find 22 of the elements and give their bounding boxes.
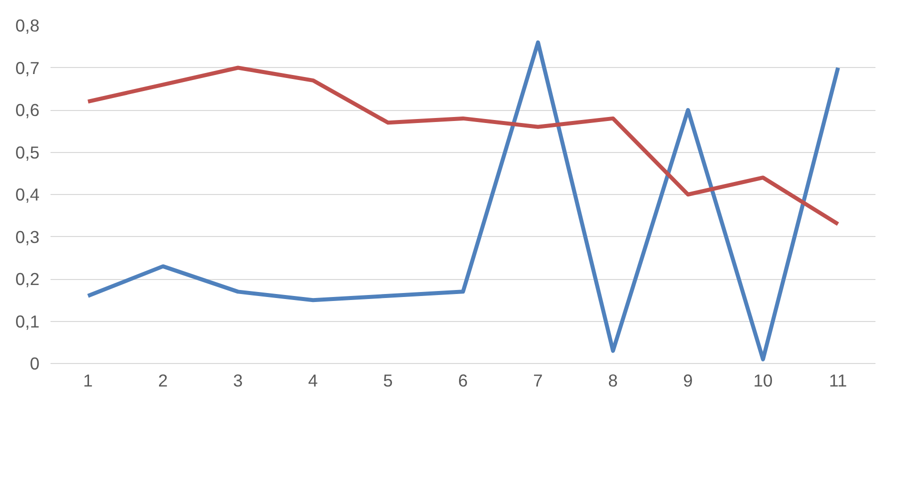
x-tick-label: 10 (753, 370, 773, 390)
y-tick-label: 0,3 (15, 226, 40, 247)
x-tick-label: 4 (308, 370, 318, 390)
x-tick-label: 3 (233, 370, 243, 390)
y-tick-label: 0,4 (15, 184, 40, 204)
x-tick-label: 9 (683, 370, 693, 390)
x-tick-label: 8 (608, 370, 618, 390)
y-tick-label: 0 (30, 354, 40, 374)
y-tick-label: 0,8 (15, 16, 40, 36)
x-tick-label: 5 (383, 370, 393, 390)
y-tick-label: 0,2 (15, 269, 40, 289)
line-series (86, 40, 840, 362)
y-tick-label: 0,6 (15, 100, 40, 120)
y-tick-label: 0,7 (15, 58, 40, 78)
y-tick-label: 0,1 (15, 311, 40, 332)
x-tick-label: 11 (829, 370, 848, 390)
line-series (86, 66, 840, 226)
x-tick-label: 1 (83, 370, 93, 390)
y-tick-label: 0,5 (15, 142, 40, 162)
x-tick-label: 2 (158, 370, 168, 390)
x-tick-label: 7 (533, 370, 543, 390)
x-tick-label: 6 (458, 370, 468, 390)
